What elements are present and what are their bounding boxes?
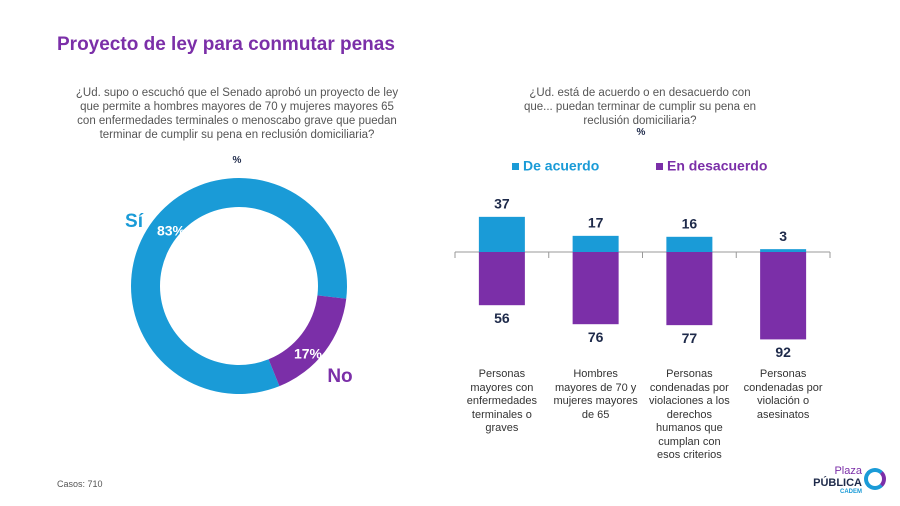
unit: % xyxy=(232,155,242,166)
value-label: 77 xyxy=(682,330,698,346)
x-category: Hombres mayores de 70 y mujeres mayores … xyxy=(553,368,638,421)
bar xyxy=(666,236,713,252)
logo-text: CADEM xyxy=(840,489,862,495)
unit: % xyxy=(636,127,646,138)
x-category: Personas condenadas por violaciones a lo… xyxy=(649,368,730,461)
legend-swatch xyxy=(656,163,663,170)
value-label: 92 xyxy=(775,344,791,360)
value-label: 37 xyxy=(494,196,510,212)
value-label: 16 xyxy=(682,216,698,232)
logo: Plaza PÚBLICA CADEM xyxy=(800,466,862,496)
slide-title: Proyecto de ley para conmutar penas xyxy=(57,34,395,55)
slice-category: No xyxy=(327,366,352,387)
bar xyxy=(760,252,807,340)
legend-label: En desacuerdo xyxy=(667,158,767,174)
bar xyxy=(760,249,807,252)
footnote-value: 710 xyxy=(87,479,103,489)
slice-value: 17% xyxy=(294,346,323,362)
slice-value: 83% xyxy=(157,223,186,239)
question: ¿Ud. está de acuerdo o en desacuerdo con… xyxy=(523,87,757,127)
legend-swatch xyxy=(512,163,519,170)
donut-slice xyxy=(268,295,347,387)
bar xyxy=(478,252,525,306)
bar xyxy=(572,252,619,325)
value-label: 76 xyxy=(588,329,604,345)
bar xyxy=(572,235,619,252)
value-label: 17 xyxy=(588,215,604,231)
logo-text: Plaza xyxy=(834,465,862,477)
slice-category: Sí xyxy=(125,211,144,232)
logo-text: PÚBLICA xyxy=(813,477,862,489)
question: ¿Ud. supo o escuchó que el Senado aprobó… xyxy=(75,87,399,141)
logo-icon xyxy=(864,468,886,490)
bar xyxy=(478,216,525,252)
legend-label: De acuerdo xyxy=(523,158,599,174)
footnote: Casos: 710 xyxy=(57,479,103,489)
x-category: Personas condenadas por violación o ases… xyxy=(743,368,823,421)
x-category: Personas mayores con enfermedades termin… xyxy=(466,368,538,434)
footnote-label: Casos: xyxy=(57,479,86,489)
value-label: 3 xyxy=(779,228,787,244)
bar xyxy=(666,252,713,326)
value-label: 56 xyxy=(494,310,510,326)
